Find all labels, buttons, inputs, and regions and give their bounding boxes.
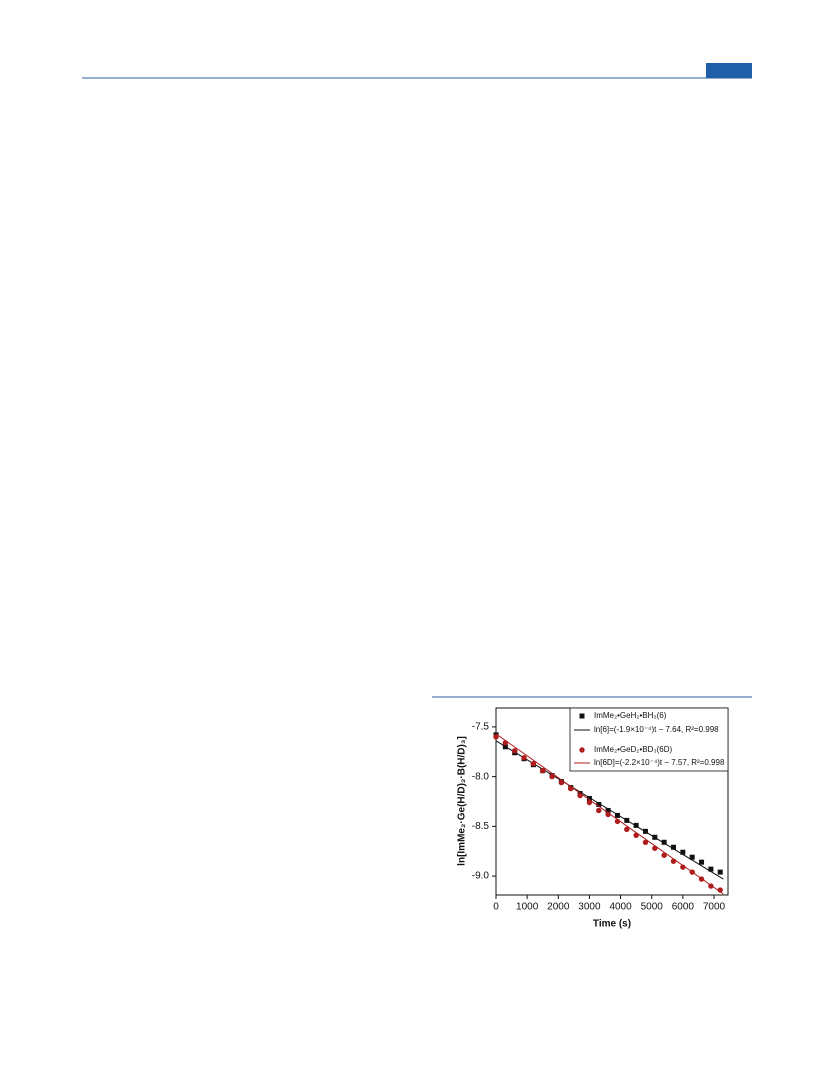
y-tick-label: -9.0: [472, 871, 490, 882]
legend-label: ImMe₂•GeH₂•BH₃(6): [594, 711, 667, 720]
chart: Time (s) ln[ImMe₂·Ge(H/D)₂·B(H/D)₃] 0 100…: [457, 707, 729, 930]
marker-square: [596, 801, 602, 807]
legend-label: ln[6]=(-1.9×10⁻⁴)t − 7.64, R²=0.998: [594, 725, 719, 734]
marker-circle: [549, 773, 555, 780]
marker-circle: [642, 839, 649, 845]
x-tick-label: 6000: [672, 902, 695, 913]
marker-square: [689, 854, 695, 860]
y-tick-label: -8.5: [472, 821, 490, 832]
x-tick-label: 0: [493, 902, 499, 913]
marker-circle: [530, 761, 537, 767]
marker-circle: [511, 748, 518, 754]
legend-label: ImMe₂•GeD₂•BD₃(6D): [594, 745, 673, 754]
marker-square: [680, 849, 686, 855]
legend-label: ln[6D]=(-2.2×10⁻⁴)t − 7.57, R²=0.998: [594, 758, 725, 767]
y-axis-label: ln[ImMe₂·Ge(H/D)₂·B(H/D)₃]: [457, 736, 468, 866]
marker-square: [661, 839, 667, 845]
marker-square: [633, 822, 639, 828]
x-tick-label: 5000: [641, 902, 664, 913]
x-tick-label: 7000: [703, 902, 726, 913]
legend-box: [569, 707, 729, 772]
y-tick-label: -8.0: [472, 771, 490, 782]
marker-circle: [680, 864, 686, 870]
x-tick-label: 2000: [547, 902, 570, 913]
marker-circle: [596, 807, 602, 814]
x-axis-label: Time (s): [593, 919, 631, 930]
marker-square: [717, 869, 723, 875]
marker-square: [614, 812, 620, 818]
x-tick-label: 1000: [516, 902, 539, 913]
marker-square: [699, 859, 705, 865]
fit-line: [495, 733, 724, 895]
y-tick-label: -7.5: [472, 722, 490, 733]
marker-square: [579, 713, 585, 719]
x-tick-label: 4000: [609, 902, 632, 913]
marker-circle: [624, 826, 630, 833]
marker-square: [586, 796, 592, 802]
marker-circle: [540, 767, 546, 774]
marker-circle: [579, 747, 585, 753]
x-tick-label: 3000: [578, 902, 601, 913]
marker-circle: [605, 811, 611, 818]
marker-circle: [652, 845, 658, 851]
marker-square: [708, 866, 714, 872]
marker-square: [605, 807, 611, 813]
header-tab: [706, 63, 752, 78]
marker-circle: [493, 734, 499, 740]
marker-square: [671, 844, 677, 850]
marker-circle: [521, 755, 527, 761]
